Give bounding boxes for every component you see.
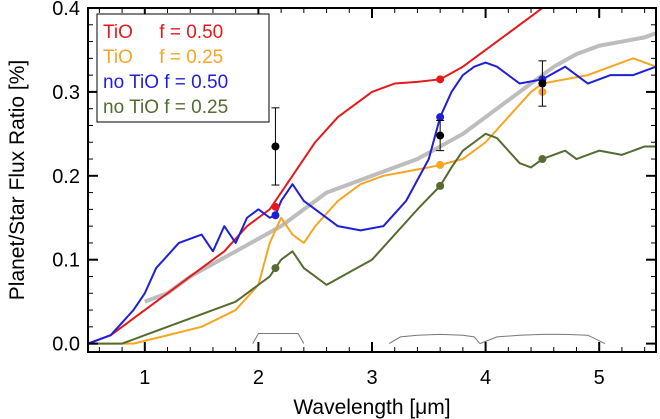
observations <box>271 60 547 186</box>
filter-curve-1 <box>388 333 481 345</box>
model-point-8 <box>436 181 445 190</box>
x-tick-label-3: 4 <box>480 367 491 389</box>
x-tick-label-0: 1 <box>139 367 150 389</box>
y-axis-title: Planet/Star Flux Ratio [%] <box>6 60 29 300</box>
series-line-0 <box>88 8 543 345</box>
legend-box <box>96 13 270 123</box>
model-point-9 <box>538 155 547 164</box>
legend-entry-1: TiO f = 0.25 <box>103 47 223 68</box>
filter-curve-2 <box>479 333 606 345</box>
model-point-0 <box>271 202 280 211</box>
x-tick-label-4: 5 <box>594 367 605 389</box>
y-tick-label-1: 0.1 <box>52 250 80 272</box>
y-tick-label-0: 0.0 <box>52 334 80 356</box>
model-point-1 <box>436 75 445 84</box>
series-line-4 <box>144 31 656 304</box>
ticks: 1 2 3 4 5 0.0 0.1 0.2 0.3 0.4 <box>52 0 656 389</box>
model-point-2 <box>271 211 280 220</box>
legend-entry-2: no TiO f = 0.50 <box>103 72 228 93</box>
obs-point-1 <box>436 131 445 140</box>
model-point-3 <box>436 113 445 122</box>
model-spectra <box>88 8 656 345</box>
x-tick-label-1: 2 <box>253 367 264 389</box>
y-tick-label-2: 0.2 <box>52 166 80 188</box>
y-tick-label-3: 0.3 <box>52 82 80 104</box>
series-line-2 <box>88 61 656 345</box>
obs-point-0 <box>271 142 280 151</box>
filter-curve-0 <box>252 333 305 344</box>
series-line-1 <box>88 57 656 345</box>
series-line-3 <box>88 132 656 345</box>
x-axis-title: Wavelength [μm] <box>293 396 450 419</box>
y-tick-label-4: 0.4 <box>52 0 80 20</box>
legend-entry-0: TiO f = 0.50 <box>103 22 223 43</box>
legend-entry-3: no TiO f = 0.25 <box>103 97 228 118</box>
filter-curves <box>252 333 606 345</box>
legend: TiO f = 0.50 TiO f = 0.25 no TiO f = 0.50 n… <box>96 13 270 123</box>
model-point-7 <box>271 264 280 273</box>
model-point-5 <box>436 160 445 169</box>
obs-point-2 <box>538 79 547 88</box>
x-tick-label-2: 3 <box>366 367 377 389</box>
